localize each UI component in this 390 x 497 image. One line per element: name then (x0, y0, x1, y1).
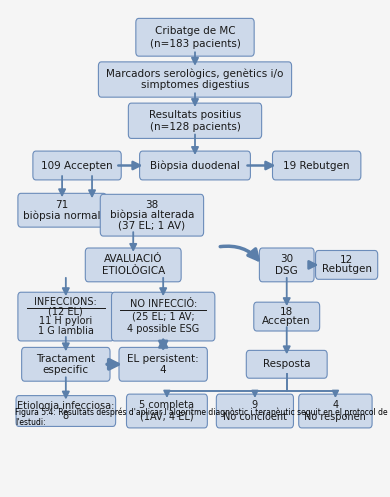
Text: Cribatge de MC: Cribatge de MC (155, 26, 235, 36)
Text: 4: 4 (160, 365, 167, 375)
FancyBboxPatch shape (246, 350, 327, 378)
FancyBboxPatch shape (316, 250, 378, 279)
Text: Marcadors serològics, genètics i/o: Marcadors serològics, genètics i/o (106, 68, 284, 79)
Text: biòpsia normal: biòpsia normal (23, 211, 101, 221)
Text: Etiologia infecciosa:: Etiologia infecciosa: (17, 401, 115, 411)
FancyBboxPatch shape (33, 151, 121, 180)
Text: AVALUACIÓ: AVALUACIÓ (104, 254, 163, 264)
Text: DSG: DSG (275, 265, 298, 275)
Text: Biòpsia duodenal: Biòpsia duodenal (150, 160, 240, 171)
FancyBboxPatch shape (273, 151, 361, 180)
Text: 4: 4 (332, 401, 339, 411)
FancyBboxPatch shape (259, 248, 314, 282)
FancyBboxPatch shape (136, 18, 254, 56)
FancyBboxPatch shape (254, 302, 320, 331)
Text: 8: 8 (63, 411, 69, 421)
FancyBboxPatch shape (216, 394, 293, 428)
Text: (37 EL; 1 AV): (37 EL; 1 AV) (119, 221, 186, 231)
Text: simptomes digestius: simptomes digestius (141, 81, 249, 90)
Text: EL persistent:: EL persistent: (127, 354, 199, 364)
Text: biòpsia alterada: biòpsia alterada (110, 210, 194, 221)
Text: 12: 12 (340, 255, 353, 265)
Text: 30: 30 (280, 254, 293, 264)
Text: 11 H pylori: 11 H pylori (39, 316, 92, 327)
Text: NO INFECCIÓ:: NO INFECCIÓ: (129, 299, 197, 309)
Text: 71: 71 (55, 200, 69, 210)
FancyBboxPatch shape (98, 62, 292, 97)
FancyBboxPatch shape (16, 396, 115, 426)
Text: (n=128 pacients): (n=128 pacients) (149, 122, 241, 132)
FancyBboxPatch shape (18, 193, 106, 227)
FancyBboxPatch shape (128, 103, 262, 138)
Text: especific: especific (43, 365, 89, 375)
FancyBboxPatch shape (85, 248, 181, 282)
Text: Tractament: Tractament (36, 354, 95, 364)
FancyBboxPatch shape (140, 151, 250, 180)
FancyArrowPatch shape (220, 246, 258, 260)
FancyBboxPatch shape (112, 292, 215, 341)
Text: (12 EL): (12 EL) (48, 307, 83, 317)
Text: 4 possible ESG: 4 possible ESG (127, 324, 199, 334)
FancyBboxPatch shape (100, 194, 204, 236)
Text: ETIOLÒGICA: ETIOLÒGICA (102, 265, 165, 275)
Text: No responen: No responen (305, 412, 366, 421)
Text: Rebutgen: Rebutgen (322, 264, 372, 274)
Text: Resposta: Resposta (263, 359, 310, 369)
FancyBboxPatch shape (126, 394, 207, 428)
Text: Figura 5.4: Resultats després d'aplicar l'algoritme diagnòstic i terapèutic segu: Figura 5.4: Resultats després d'aplicar … (15, 407, 388, 427)
Text: (1AV; 4 EL): (1AV; 4 EL) (140, 412, 194, 421)
Text: Resultats positius: Resultats positius (149, 110, 241, 120)
Text: Accepten: Accepten (262, 316, 311, 326)
Text: 38: 38 (145, 200, 159, 210)
Text: (n=183 pacients): (n=183 pacients) (149, 39, 241, 49)
Text: 1 G lamblia: 1 G lamblia (38, 326, 94, 336)
Text: 18: 18 (280, 307, 293, 317)
Text: 5 completa: 5 completa (139, 401, 195, 411)
FancyBboxPatch shape (119, 347, 207, 381)
FancyBboxPatch shape (18, 292, 114, 341)
Text: (25 EL; 1 AV;: (25 EL; 1 AV; (132, 312, 195, 322)
Text: INFECCIONS:: INFECCIONS: (34, 297, 97, 307)
Text: No concloent: No concloent (223, 412, 287, 421)
Text: 9: 9 (252, 401, 258, 411)
FancyBboxPatch shape (299, 394, 372, 428)
FancyBboxPatch shape (22, 347, 110, 381)
Text: 19 Rebutgen: 19 Rebutgen (284, 161, 350, 170)
Text: 109 Accepten: 109 Accepten (41, 161, 113, 170)
